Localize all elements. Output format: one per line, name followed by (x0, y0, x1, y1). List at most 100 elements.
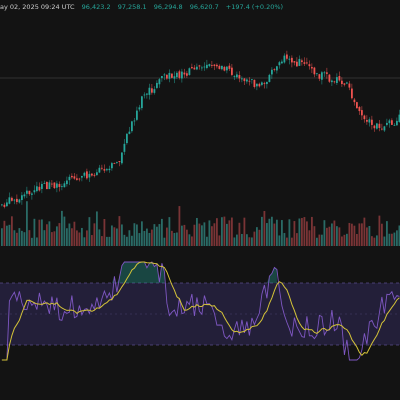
candle (271, 67, 273, 79)
candle (48, 180, 51, 190)
candle-body (18, 199, 21, 203)
candle-body (63, 183, 66, 188)
candle-body (273, 69, 276, 70)
candle (391, 118, 393, 125)
volume-bar (226, 223, 228, 246)
candle (41, 181, 43, 194)
candle-body (263, 83, 266, 84)
candle (198, 64, 201, 70)
volume-bar (196, 217, 198, 246)
candle (6, 199, 8, 207)
volume-bar (98, 229, 101, 246)
candle (178, 69, 181, 80)
candle (368, 117, 371, 127)
candle-body (326, 72, 328, 74)
candle-body (138, 107, 141, 110)
volume-bar (288, 219, 291, 246)
candle-body (23, 194, 26, 197)
candle (311, 63, 313, 74)
candle (46, 181, 48, 190)
volume-bar (248, 237, 251, 246)
candle (176, 71, 178, 80)
candle-body (43, 183, 46, 184)
candle-body (176, 72, 178, 78)
volume-bar (201, 225, 203, 246)
volume-bar (18, 228, 21, 246)
candle (163, 73, 166, 81)
candle-body (28, 190, 31, 195)
volume-bar (398, 225, 400, 246)
candle-body (191, 67, 193, 69)
candle-body (251, 79, 253, 80)
candle-body (118, 161, 121, 163)
candle-body (398, 114, 400, 122)
candle (268, 73, 271, 83)
candle-body (386, 122, 388, 125)
candle (353, 97, 356, 106)
volume-bar (333, 220, 336, 246)
volume-bar (341, 236, 343, 246)
candle-body (153, 89, 156, 93)
volume-bar (263, 211, 266, 246)
volume-bar (323, 220, 326, 246)
candle-body (188, 68, 191, 75)
volume-bar (128, 230, 131, 246)
candle-body (56, 183, 58, 188)
candle (343, 83, 346, 87)
candle-body (136, 110, 138, 120)
candle (288, 55, 291, 65)
volume-bar (113, 227, 116, 246)
candle (238, 71, 241, 83)
candle-body (73, 176, 76, 179)
volume-bar (136, 224, 138, 246)
candle (216, 63, 218, 69)
candle-body (333, 81, 336, 83)
candle-body (308, 64, 311, 67)
candle (108, 165, 111, 173)
ohlc-header: ay 02, 2025 09:24 UTC 96,423.2 97,258.1 … (0, 3, 288, 11)
rsi-moving-average-line (1, 261, 400, 361)
candle-body (353, 99, 356, 103)
candle-body (88, 173, 91, 178)
candle-body (248, 80, 251, 82)
candle-body (258, 83, 261, 87)
volume-bar (298, 218, 301, 246)
volume-bar (31, 237, 33, 246)
candle-body (378, 123, 381, 128)
volume-bar (81, 227, 83, 246)
volume-bar (58, 223, 61, 246)
volume-bar (321, 234, 323, 246)
volume-bar (68, 223, 71, 246)
candle (31, 192, 33, 200)
candle (358, 105, 361, 115)
candle (151, 83, 153, 95)
candle-body (336, 77, 338, 84)
candle (36, 181, 38, 193)
candle-body (48, 182, 51, 190)
volume-bar (93, 223, 96, 246)
candle (133, 117, 136, 126)
candle (96, 169, 98, 176)
candle-body (291, 57, 293, 63)
candle-body (6, 202, 8, 207)
candle-body (163, 74, 166, 76)
candle (91, 173, 93, 177)
volume-bar (26, 201, 28, 246)
header-low: 96,294.8 (153, 3, 183, 11)
candle (16, 194, 18, 205)
volume-bar (331, 223, 333, 246)
volume-bar (181, 225, 183, 246)
volume-bar (193, 224, 196, 246)
candle (308, 60, 311, 70)
candle-body (351, 88, 353, 99)
volume-bar (346, 233, 348, 246)
candle-body (173, 76, 176, 79)
volume-bar (16, 232, 18, 246)
candle-body (356, 102, 358, 109)
volume-bar (76, 230, 78, 246)
volume-bar (103, 218, 106, 246)
candle (111, 161, 113, 171)
volume-bar (308, 230, 311, 246)
volume-bar (261, 216, 263, 246)
